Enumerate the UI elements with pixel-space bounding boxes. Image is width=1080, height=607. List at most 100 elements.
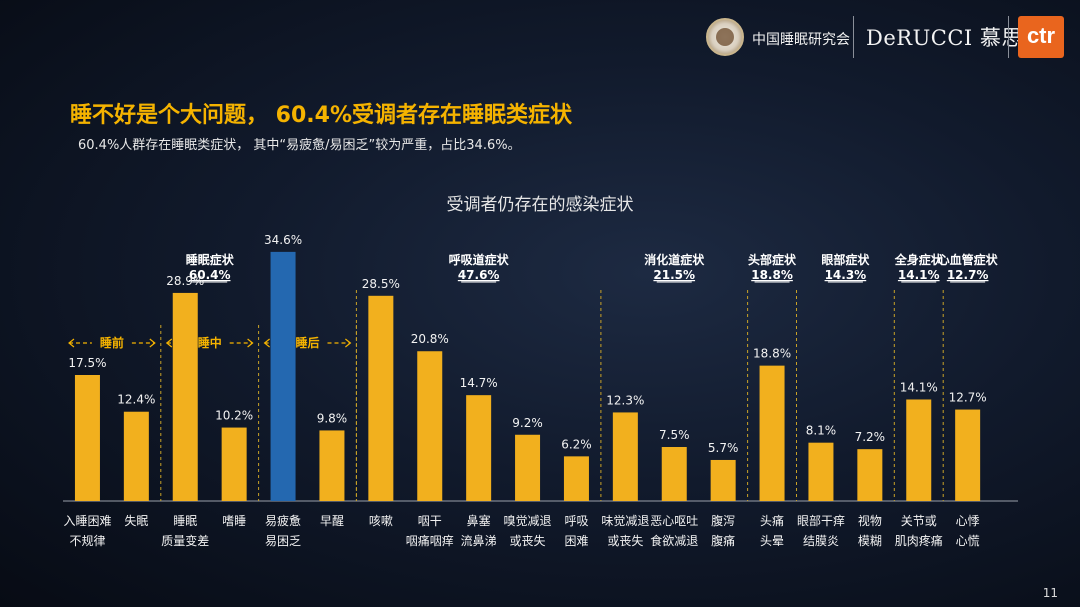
category-tick-label: 困难: [564, 534, 588, 548]
sleep-society-seal-logo: [706, 18, 744, 56]
category-tick-label: 咽干: [418, 514, 442, 528]
bar: [612, 412, 638, 501]
phase-arrow-head-icon: [345, 338, 352, 348]
category-tick-label: 眼部干痒: [797, 513, 845, 528]
slide-title: 睡不好是个大问题， 60.4%受调者存在睡眠类症状: [70, 103, 572, 128]
group-name-label: 消化道症状: [644, 252, 705, 267]
bar: [759, 365, 785, 501]
group-name-label: 呼吸道症状: [449, 252, 510, 267]
bar-value-label: 17.5%: [68, 356, 106, 370]
header-divider: [1008, 16, 1009, 58]
phase-arrow-head-icon: [247, 338, 254, 348]
bar-value-label: 7.5%: [659, 428, 690, 442]
bar: [466, 395, 492, 501]
category-tick-label: 腹痛: [711, 533, 735, 548]
bar: [857, 449, 883, 501]
bar: [417, 351, 443, 501]
slide-subtitle: 60.4%人群存在睡眠类症状， 其中“易疲惫/易困乏”较为严重，占比34.6%。: [78, 138, 521, 153]
bar-value-label: 28.5%: [362, 277, 400, 291]
category-tick-label: 不规律: [69, 533, 105, 548]
category-tick-label: 或丧失: [607, 533, 643, 548]
group-name-label: 眼部症状: [821, 252, 870, 267]
group-pct-label: 14.1%: [898, 268, 940, 282]
group-pct-label: 14.3%: [825, 268, 867, 282]
bar: [172, 292, 198, 501]
category-tick-label: 心慌: [956, 534, 980, 548]
bar: [270, 251, 296, 501]
header-divider: [853, 16, 854, 58]
bar-value-label: 14.1%: [900, 380, 938, 394]
bar: [74, 375, 100, 501]
bar-value-label: 12.4%: [117, 393, 155, 407]
bar-value-label: 12.3%: [606, 393, 644, 407]
bar-value-label: 6.2%: [561, 437, 592, 451]
category-tick-label: 呼吸: [564, 514, 588, 528]
category-tick-label: 入睡困难: [63, 514, 111, 528]
bar-value-label: 12.7%: [949, 391, 987, 405]
category-tick-label: 早醒: [320, 514, 344, 528]
phase-label: 睡中: [198, 335, 222, 350]
phase-arrow-head-icon: [263, 338, 270, 348]
category-tick-label: 咽痛咽痒: [406, 533, 454, 548]
bar: [563, 456, 589, 501]
bar-value-label: 9.8%: [317, 411, 348, 425]
phase-arrow-head-icon: [165, 338, 173, 348]
group-pct-label: 47.6%: [458, 268, 500, 282]
bar: [319, 430, 345, 501]
bar-value-label: 20.8%: [411, 332, 449, 346]
bar: [661, 447, 687, 501]
category-tick-label: 嗅觉减退: [504, 514, 552, 528]
bar-value-label: 10.2%: [215, 409, 253, 423]
phase-arrow-head-icon: [68, 338, 75, 348]
org-name: 中国睡眠研究会: [752, 32, 850, 48]
bar: [710, 459, 736, 501]
group-name-label: 心血管症状: [938, 252, 999, 267]
group-name-label: 头部症状: [748, 252, 797, 267]
category-tick-label: 视物: [858, 513, 882, 528]
bar: [955, 409, 981, 501]
group-name-label: 全身症状: [894, 252, 944, 267]
bar-value-label: 5.7%: [708, 441, 739, 455]
category-tick-label: 鼻塞: [467, 513, 491, 528]
chart-title: 受调者仍存在的感染症状: [446, 195, 634, 215]
phase-label: 睡前: [100, 335, 124, 350]
category-tick-label: 失眠: [124, 513, 148, 528]
bar: [808, 442, 834, 501]
category-tick-label: 易疲惫: [265, 513, 301, 528]
bar: [906, 399, 932, 501]
brand-logo-text: DeRUCCI 慕思: [866, 26, 1023, 50]
bar: [368, 295, 394, 501]
page-number: 11: [1042, 586, 1058, 600]
group-pct-label: 21.5%: [653, 268, 695, 282]
category-tick-label: 关节或: [901, 514, 937, 528]
phase-label: 睡后: [295, 335, 319, 350]
category-tick-label: 食欲减退: [650, 533, 698, 548]
category-tick-label: 味觉减退: [601, 514, 649, 528]
category-tick-label: 头晕: [760, 534, 784, 548]
bar-value-label: 18.8%: [753, 347, 791, 361]
category-tick-label: 头痛: [760, 513, 784, 528]
category-tick-label: 嗜睡: [222, 514, 246, 528]
category-tick-label: 质量变差: [161, 533, 209, 548]
ctr-logo: ctr: [1018, 16, 1064, 58]
bar-value-label: 9.2%: [512, 416, 543, 430]
category-tick-label: 心悸: [956, 514, 980, 528]
seal-emblem-icon: [716, 28, 734, 46]
bar: [515, 434, 541, 501]
category-tick-label: 模糊: [858, 533, 882, 548]
phase-arrow-head-icon: [149, 338, 156, 348]
bar: [221, 427, 247, 501]
bar-value-label: 7.2%: [855, 430, 886, 444]
group-name-label: 睡眠症状: [186, 252, 235, 267]
category-tick-label: 结膜炎: [803, 534, 839, 548]
category-tick-label: 易困乏: [265, 534, 301, 548]
bar-value-label: 28.9%: [166, 274, 204, 288]
category-tick-label: 肌肉疼痛: [895, 533, 943, 548]
category-tick-label: 腹泻: [711, 514, 735, 528]
group-pct-label: 12.7%: [947, 268, 989, 282]
category-tick-label: 流鼻涕: [461, 533, 497, 548]
bar-value-label: 14.7%: [460, 376, 498, 390]
group-pct-label: 18.8%: [751, 268, 793, 282]
category-tick-label: 或丧失: [510, 533, 546, 548]
